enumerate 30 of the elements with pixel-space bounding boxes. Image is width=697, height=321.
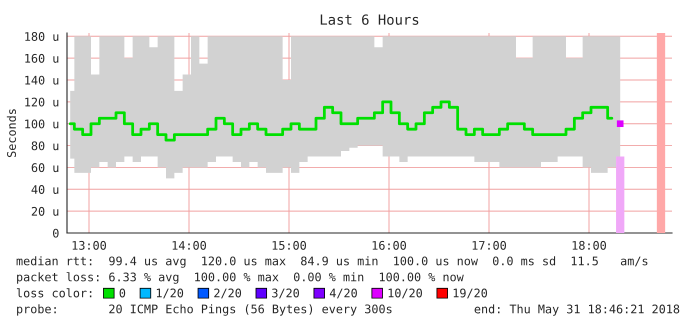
- legend-label: 3/20: [272, 288, 299, 298]
- legend-label: 1/20: [156, 288, 184, 298]
- x-tick-label: 16:00: [372, 240, 406, 250]
- chart-title: Last 6 Hours: [320, 14, 418, 25]
- text: median rtt: 99.4 us avg 120.0 us max 84.9 us min 100.0 us now 0.0 ms sd 11.5 am/s: [16, 256, 648, 268]
- x-tick-label: 18:00: [572, 240, 606, 250]
- text: packet loss: 6.33 % avg 100.00 % max 0.00 % min 100.00 % now: [17, 272, 464, 284]
- legend-title: loss color:: [16, 288, 92, 298]
- y-tick-label: 60 u: [32, 163, 58, 172]
- y-tick-label: 80 u: [32, 141, 58, 150]
- x-tick-label: 14:00: [172, 240, 206, 250]
- legend-label: 10/20: [388, 288, 422, 298]
- x-tick-label: 17:00: [472, 240, 506, 250]
- y-tick-label: 180 u: [25, 32, 58, 41]
- y-tick-label: 120 u: [25, 98, 58, 107]
- text: end: Thu May 31 18:46:21 2018: [474, 304, 680, 316]
- y-tick-label: 20 u: [32, 206, 58, 216]
- y-axis-title: Seconds: [6, 109, 16, 158]
- text: probe: 20 ICMP Echo Pings (56 Bytes) every 300s: [17, 304, 392, 316]
- y-tick-label: 160 u: [25, 54, 58, 63]
- x-tick-label: 13:00: [72, 240, 106, 250]
- y-tick-label: 140 u: [25, 76, 58, 85]
- x-tick-label: 15:00: [272, 240, 306, 250]
- legend-label: 4/20: [330, 288, 357, 298]
- y-tick-label: 100 u: [25, 119, 58, 128]
- y-tick-label: 40 u: [32, 185, 58, 194]
- y-tick-label: 0: [53, 228, 59, 238]
- legend-label: 2/20: [214, 288, 242, 298]
- legend-label: 19/20: [454, 288, 488, 298]
- legend-label: 0: [120, 288, 126, 298]
